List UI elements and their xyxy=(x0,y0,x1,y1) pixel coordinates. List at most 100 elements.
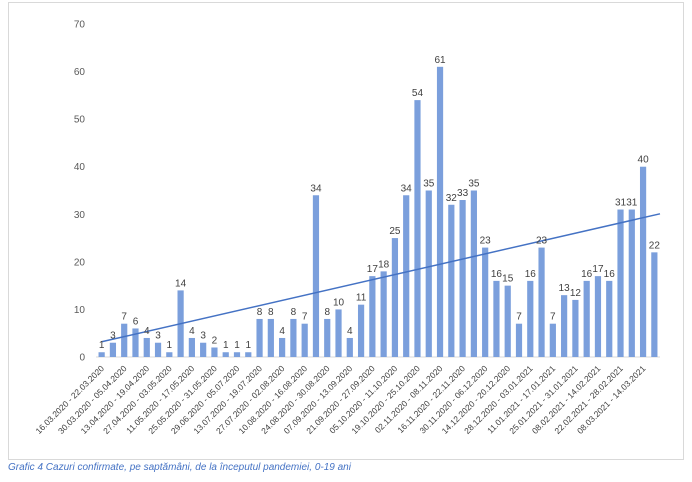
data-label: 11 xyxy=(356,293,367,304)
data-label: 12 xyxy=(570,288,582,299)
data-label: 35 xyxy=(468,179,480,190)
data-label: 61 xyxy=(434,55,446,66)
data-label: 23 xyxy=(480,236,492,247)
bar xyxy=(279,337,286,357)
bar xyxy=(594,276,602,357)
bar xyxy=(606,280,613,357)
data-label: 16 xyxy=(581,269,593,280)
bar xyxy=(98,352,105,357)
data-label: 1 xyxy=(245,340,251,351)
data-label: 4 xyxy=(144,326,150,337)
bar xyxy=(188,337,195,357)
bar xyxy=(515,323,523,357)
data-label: 22 xyxy=(649,240,661,251)
data-label: 40 xyxy=(638,155,650,166)
y-tick-label: 40 xyxy=(74,162,86,173)
bar xyxy=(448,204,455,357)
bar xyxy=(561,295,568,357)
bar xyxy=(617,209,624,357)
data-label: 1 xyxy=(167,340,173,351)
data-label: 14 xyxy=(175,278,187,289)
bar xyxy=(414,100,421,357)
data-label: 6 xyxy=(133,316,139,327)
bar xyxy=(380,271,387,357)
bar xyxy=(233,352,241,357)
data-label: 3 xyxy=(200,331,206,342)
data-label: 3 xyxy=(110,331,116,342)
data-label: 13 xyxy=(559,283,571,294)
data-label: 31 xyxy=(615,198,627,209)
trend-layer xyxy=(101,213,661,343)
bar xyxy=(335,309,342,357)
data-label: 17 xyxy=(592,264,604,275)
bar xyxy=(357,304,365,357)
data-label: 16 xyxy=(604,269,616,280)
bar xyxy=(403,195,410,357)
data-label: 34 xyxy=(310,183,322,194)
bar xyxy=(425,190,432,357)
bar xyxy=(504,285,511,357)
bar xyxy=(583,280,590,357)
bar-layer xyxy=(98,66,658,358)
data-label: 7 xyxy=(121,312,127,323)
data-label: 2 xyxy=(212,335,218,346)
data-label: 7 xyxy=(302,312,308,323)
bar xyxy=(324,318,331,357)
bar xyxy=(132,328,139,357)
bar xyxy=(222,352,229,357)
bar xyxy=(459,200,466,357)
data-label: 7 xyxy=(550,312,556,323)
bar xyxy=(301,323,308,357)
data-label: 8 xyxy=(291,307,297,318)
chart-frame xyxy=(8,2,684,460)
bar xyxy=(346,337,353,357)
data-label: 25 xyxy=(389,226,401,237)
bar xyxy=(572,299,579,357)
data-label: 8 xyxy=(268,307,274,318)
data-label: 4 xyxy=(189,326,195,337)
bar xyxy=(436,66,444,358)
bar xyxy=(527,280,534,357)
bar xyxy=(312,195,320,357)
bar xyxy=(200,342,207,357)
bar xyxy=(391,238,399,357)
y-tick-label: 0 xyxy=(79,353,85,364)
bar xyxy=(267,318,274,357)
bar xyxy=(109,342,117,357)
data-label: 3 xyxy=(155,331,161,342)
data-label: 17 xyxy=(367,264,379,275)
bar xyxy=(538,247,545,357)
y-tick-label: 70 xyxy=(74,20,86,31)
data-label: 8 xyxy=(324,307,330,318)
data-label: 4 xyxy=(279,326,285,337)
bar xyxy=(211,347,218,357)
data-label: 31 xyxy=(626,198,638,209)
data-label: 34 xyxy=(401,183,413,194)
bar xyxy=(482,247,489,357)
data-label: 16 xyxy=(525,269,537,280)
bar xyxy=(154,342,162,357)
bar xyxy=(166,352,173,357)
bar xyxy=(549,323,556,357)
y-tick-label: 60 xyxy=(74,67,86,78)
data-label: 54 xyxy=(412,88,424,99)
trendline xyxy=(101,213,661,343)
data-label: 33 xyxy=(457,188,469,199)
y-tick-label: 20 xyxy=(74,257,86,268)
data-label: 1 xyxy=(234,340,240,351)
data-label: 1 xyxy=(99,340,105,351)
bar xyxy=(651,252,658,357)
bar xyxy=(256,318,263,357)
bar xyxy=(470,190,477,357)
figure-caption: Grafic 4 Cazuri confirmate, pe saptămâni… xyxy=(8,462,351,473)
y-tick-label: 50 xyxy=(74,115,86,126)
y-tick-label: 30 xyxy=(74,210,86,221)
bar xyxy=(290,318,297,357)
data-label: 32 xyxy=(446,193,458,204)
data-label: 7 xyxy=(516,312,522,323)
data-label: 15 xyxy=(502,274,514,285)
y-tick-label: 10 xyxy=(74,305,86,316)
data-label: 8 xyxy=(257,307,263,318)
